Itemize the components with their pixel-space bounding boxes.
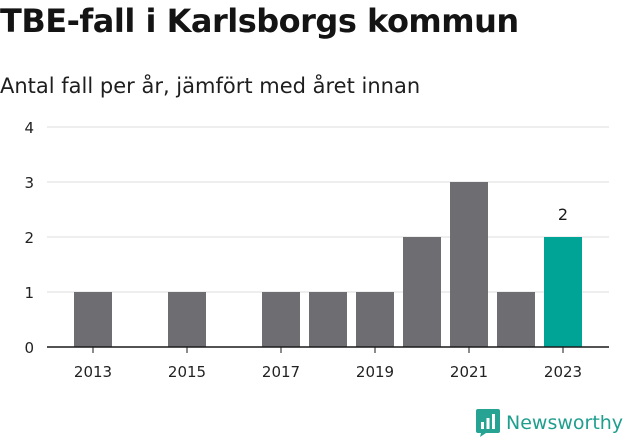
bar: [497, 292, 535, 347]
bar: [403, 237, 441, 347]
newsworthy-logo-icon: [476, 409, 500, 437]
x-tick-label: 2015: [168, 363, 206, 381]
y-tick-label: 0: [24, 339, 34, 357]
x-tick-label: 2017: [262, 363, 300, 381]
chart-title: TBE-fall i Karlsborgs kommun: [0, 2, 519, 40]
bar: [356, 292, 394, 347]
bar: [309, 292, 347, 347]
y-tick-label: 2: [24, 229, 34, 247]
bar-highlight: [544, 237, 582, 347]
brand-name: Newsworthy: [506, 412, 624, 434]
x-tick-label: 2021: [450, 363, 488, 381]
x-tick-label: 2023: [544, 363, 582, 381]
bar: [168, 292, 206, 347]
brand-logo: Newsworthy: [476, 408, 623, 438]
bar: [450, 182, 488, 347]
y-tick-label: 3: [24, 174, 34, 192]
y-tick-label: 1: [24, 284, 34, 302]
x-tick-label: 2013: [74, 363, 112, 381]
x-tick-label: 2019: [356, 363, 394, 381]
bar: [74, 292, 112, 347]
bar-chart: 0 1 2 3 4 2 2013 2015 2017 2019 2021 2023: [24, 119, 609, 381]
chart-subtitle: Antal fall per år, jämfört med året inna…: [0, 74, 421, 98]
bar: [262, 292, 300, 347]
y-tick-label: 4: [24, 119, 34, 137]
data-label: 2: [558, 205, 568, 224]
